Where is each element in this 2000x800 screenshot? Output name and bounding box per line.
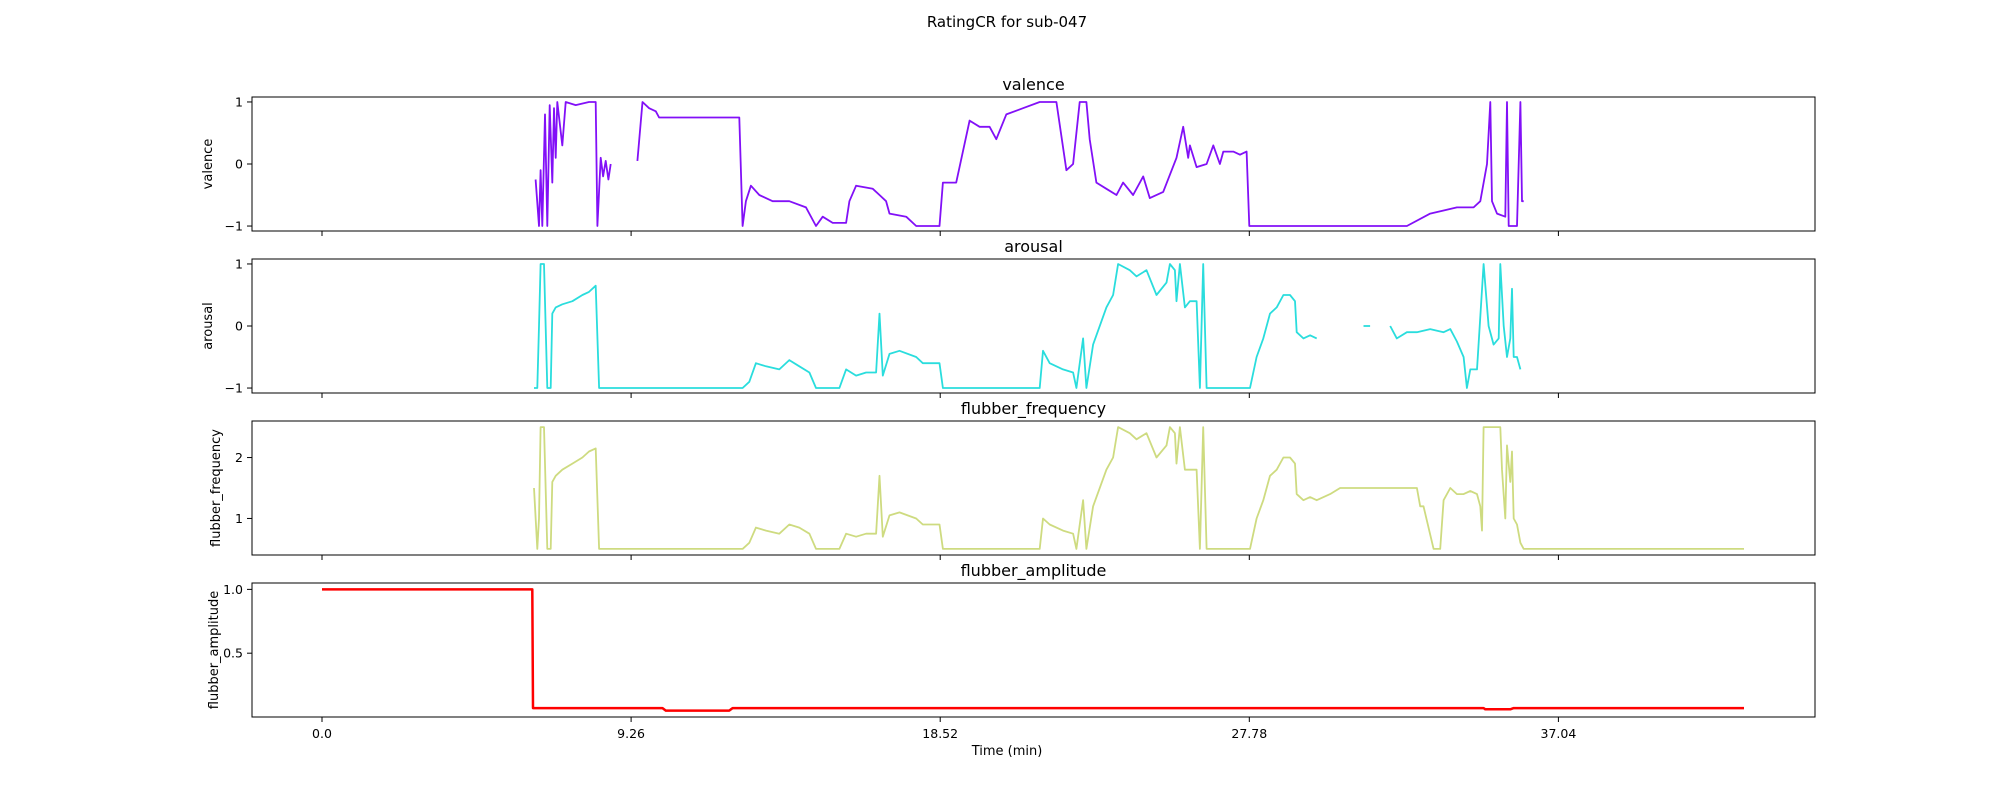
series-line-arousal-segment-0 xyxy=(534,263,1318,389)
series-line-arousal-segment-2 xyxy=(1389,263,1522,389)
axes-frame xyxy=(251,582,1816,718)
y-tick-label: 1 xyxy=(235,511,243,526)
series-line-flubber-amplitude-segment-0 xyxy=(322,588,1744,712)
x-tick-label: 0.0 xyxy=(312,726,332,741)
series-line-flubber-frequency-segment-0 xyxy=(533,426,1744,550)
series-line-valence-segment-1 xyxy=(636,101,1524,227)
y-tick-label: −1 xyxy=(225,381,243,396)
panel-title: valence xyxy=(1002,75,1064,94)
y-tick-label: 0 xyxy=(235,319,243,334)
panel-title: flubber_frequency xyxy=(961,399,1106,419)
x-tick-label: 9.26 xyxy=(617,726,645,741)
axes-frame xyxy=(251,258,1816,394)
y-tick-label: 1 xyxy=(235,94,243,109)
y-tick-label: 1 xyxy=(235,256,243,271)
panel-title: arousal xyxy=(1004,237,1063,256)
x-axis-label: Time (min) xyxy=(971,744,1043,759)
y-axis-label: flubber_amplitude xyxy=(207,591,222,709)
y-axis-label: valence xyxy=(201,139,216,190)
y-axis-label: arousal xyxy=(201,302,216,350)
x-tick-label: 27.78 xyxy=(1231,726,1267,741)
figure-title: RatingCR for sub-047 xyxy=(927,13,1087,31)
panels: valencevalence−101arousalarousal−101flub… xyxy=(201,75,1816,741)
panel-title: flubber_amplitude xyxy=(961,561,1107,581)
x-tick-label: 37.04 xyxy=(1541,726,1577,741)
axes-frame xyxy=(251,420,1816,556)
y-tick-label: 2 xyxy=(235,450,243,465)
y-axis-label: flubber_frequency xyxy=(209,429,224,547)
y-tick-label: 0.5 xyxy=(223,646,243,661)
y-tick-label: 1.0 xyxy=(223,582,243,597)
axes-frame xyxy=(251,96,1816,232)
panel-valence: valence valence −1 0 1 xyxy=(201,75,1816,236)
series-line-valence-segment-0 xyxy=(534,101,612,227)
panel-flubber-frequency: flubber_frequency flubber_frequency 1 2 xyxy=(209,399,1816,560)
panel-arousal: arousal arousal −1 0 1 xyxy=(201,237,1816,398)
x-tick-label: 18.52 xyxy=(922,726,958,741)
y-tick-label: 0 xyxy=(235,157,243,172)
y-tick-label: −1 xyxy=(225,219,243,234)
